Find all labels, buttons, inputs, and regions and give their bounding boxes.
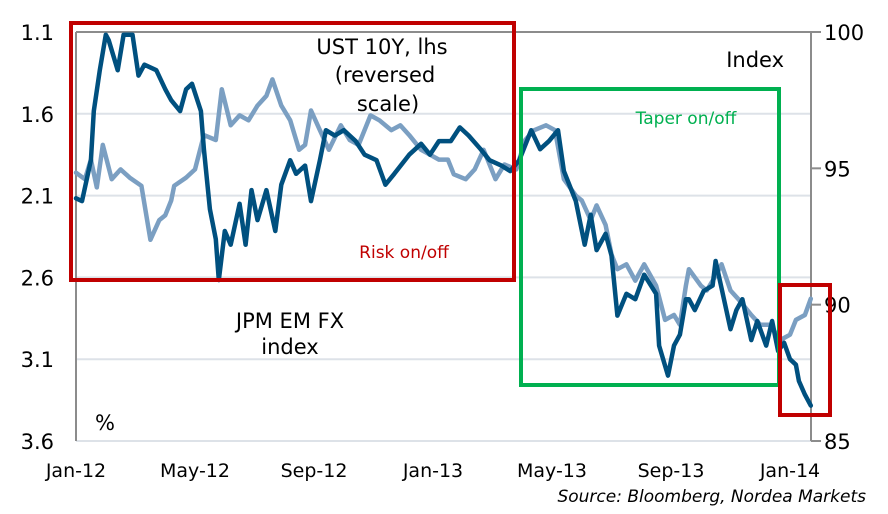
source-note: Source: Bloomberg, Nordea Markets (557, 487, 866, 507)
recent-risk-box (778, 283, 832, 417)
taper-label: Taper on/off (635, 109, 738, 129)
x-tick-label: Jan-14 (759, 460, 820, 482)
x-tick-label: May-12 (160, 460, 230, 482)
right-tick-label: 100 (824, 21, 864, 45)
x-tick-label: Sep-12 (281, 460, 348, 482)
x-tick-label: Sep-13 (638, 460, 705, 482)
text-labels: UST 10Y, lhs (reversed scale) JPM EM FX … (95, 35, 866, 507)
right-tick-label: 95 (824, 157, 851, 181)
ust-label-line-2: (reversed (335, 63, 435, 87)
taper-on-off-box (519, 87, 781, 387)
series-lines (73, 32, 814, 408)
left-tick-label: 1.6 (21, 103, 54, 127)
x-tick-label: Jan-12 (45, 460, 106, 482)
x-tick-label: Jan-13 (402, 460, 463, 482)
annotation-boxes (69, 21, 832, 417)
left-axis-label: % (95, 411, 115, 435)
ust-10y-line (73, 77, 814, 342)
left-tick-label: 3.6 (21, 430, 54, 454)
right-tick-label: 85 (824, 430, 851, 454)
emfx-label-line-2: index (261, 335, 318, 359)
left-tick-label: 3.1 (21, 348, 54, 372)
risk-label: Risk on/off (359, 243, 450, 263)
ust-label-line-3: scale) (357, 92, 419, 116)
left-tick-label: 1.1 (21, 21, 54, 45)
right-axis-label: Index (726, 48, 784, 72)
gridlines (76, 112, 811, 361)
left-tick-label: 2.1 (21, 185, 54, 209)
emfx-label-line-1: JPM EM FX (234, 309, 344, 333)
x-tick-label: May-13 (517, 460, 587, 482)
left-tick-label: 2.6 (21, 266, 54, 290)
jpm-em-fx-line (73, 32, 814, 408)
risk-on-off-box (69, 21, 516, 282)
ust-label-line-1: UST 10Y, lhs (316, 35, 447, 59)
